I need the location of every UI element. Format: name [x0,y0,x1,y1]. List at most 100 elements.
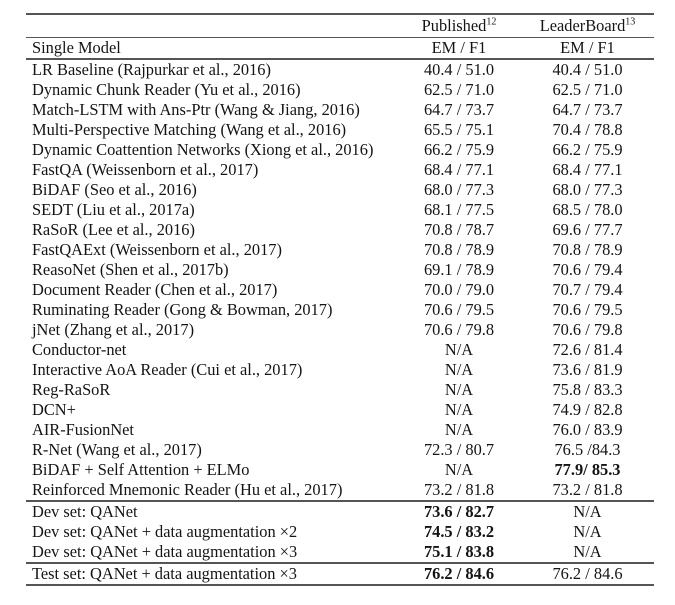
published-cell: 76.2 / 84.6 [423,563,495,583]
published-cell: N/A [444,459,474,479]
table-row: Dynamic Chunk Reader (Yu et al., 2016) 62… [26,80,654,100]
published-cell: 70.8 / 78.9 [423,239,495,259]
table-row: FastQA (Weissenborn et al., 2017) 68.4 / … [26,160,654,180]
leaderboard-cell: 70.8 / 78.9 [552,239,623,259]
table-row: Reg-RaSoR N/A 75.8 / 83.3 [26,380,654,400]
leaderboard-cell: 75.8 / 83.3 [552,379,623,399]
header-leaderboard: LeaderBoard13 [521,14,654,38]
published-cell: 72.3 / 80.7 [423,439,495,459]
published-cell: 68.1 / 77.5 [423,199,495,219]
published-cell: 73.2 / 81.8 [423,479,495,499]
published-cell: 68.0 / 77.3 [423,179,495,199]
table-row: Match-LSTM with Ans-Ptr (Wang & Jiang, 2… [26,100,654,120]
published-cell: 68.4 / 77.1 [423,159,495,179]
header-leaderboard-label: LeaderBoard [539,15,626,35]
header-source-row: Published12 LeaderBoard13 [26,14,654,38]
leaderboard-cell: 73.2 / 81.8 [552,479,623,499]
leaderboard-cell: 73.6 / 81.9 [552,359,623,379]
leaderboard-cell: 76.0 / 83.9 [552,419,623,439]
leaderboard-cell: 70.4 / 78.8 [552,119,623,139]
model-cell: Document Reader (Chen et al., 2017) [32,279,278,299]
table-row: Interactive AoA Reader (Cui et al., 2017… [26,360,654,380]
table-row: AIR-FusionNet N/A 76.0 / 83.9 [26,420,654,440]
model-cell: RaSoR (Lee et al., 2016) [32,219,195,239]
model-cell: Reg-RaSoR [32,379,111,399]
model-cell: Conductor-net [32,339,127,359]
table-body-test: Test set: QANet + data augmentation ×3 76… [26,563,654,585]
published-cell: N/A [444,359,474,379]
table-row: Reinforced Mnemonic Reader (Hu et al., 2… [26,480,654,501]
header-published: Published12 [397,14,521,38]
table-row: LR Baseline (Rajpurkar et al., 2016) 40.4… [26,59,654,80]
model-cell: Ruminating Reader (Gong & Bowman, 2017) [32,299,333,319]
table-row: Dev set: QANet + data augmentation ×3 75.… [26,542,654,563]
model-cell: LR Baseline (Rajpurkar et al., 2016) [32,59,271,79]
model-cell: jNet (Zhang et al., 2017) [32,319,195,339]
leaderboard-cell: 76.2 / 84.6 [552,563,623,583]
published-cell: 65.5 / 75.1 [423,119,495,139]
published-cell: 74.5 / 83.2 [423,521,495,541]
published-cell: N/A [444,379,474,399]
leaderboard-cell: 76.5 /84.3 [554,439,621,459]
model-cell: SEDT (Liu et al., 2017a) [32,199,195,219]
model-cell: Dev set: QANet + data augmentation ×3 [32,541,298,561]
table-row: RaSoR (Lee et al., 2016) 70.8 / 78.7 69.6 … [26,220,654,240]
leaderboard-cell: 69.6 / 77.7 [552,219,623,239]
model-cell: ReasoNet (Shen et al., 2017b) [32,259,229,279]
table-row: FastQAExt (Weissenborn et al., 2017) 70.8… [26,240,654,260]
table-row: BiDAF + Self Attention + ELMo N/A 77.9/ 85… [26,460,654,480]
published-footnote-superscript: 12 [486,16,497,28]
model-cell: Reinforced Mnemonic Reader (Hu et al., 2… [32,479,343,499]
leaderboard-cell: 74.9 / 82.8 [552,399,623,419]
leaderboard-cell: 72.6 / 81.4 [552,339,623,359]
published-cell: 64.7 / 73.7 [423,99,495,119]
header-metric-row: Single Model EM / F1 EM / F1 [26,37,654,60]
table-body-main: LR Baseline (Rajpurkar et al., 2016) 40.4… [26,59,654,501]
leaderboard-cell: N/A [573,541,602,561]
leaderboard-cell: 68.0 / 77.3 [552,179,623,199]
model-cell: Test set: QANet + data augmentation ×3 [32,563,297,583]
table-row: DCN+ N/A 74.9 / 82.8 [26,400,654,420]
table-row: Dev set: QANet + data augmentation ×2 74.… [26,522,654,542]
header-published-label: Published [421,15,487,35]
table-row: jNet (Zhang et al., 2017) 70.6 / 79.8 70.6… [26,320,654,340]
table-row: R-Net (Wang et al., 2017) 72.3 / 80.7 76.5… [26,440,654,460]
table-row: Dynamic Coattention Networks (Xiong et a… [26,140,654,160]
model-cell: Dynamic Coattention Networks (Xiong et a… [32,139,374,159]
leaderboard-cell: 77.9/ 85.3 [554,459,621,479]
model-cell: Dev set: QANet + data augmentation ×2 [32,521,298,541]
paper-table-page: Published12 LeaderBoard13 Single Model E… [0,13,675,605]
model-cell: Interactive AoA Reader (Cui et al., 2017… [32,359,303,379]
table-row: SEDT (Liu et al., 2017a) 68.1 / 77.5 68.5 … [26,200,654,220]
table-row: Ruminating Reader (Gong & Bowman, 2017) 7… [26,300,654,320]
published-cell: 66.2 / 75.9 [423,139,495,159]
table-body-dev: Dev set: QANet 73.6 / 82.7 N/A Dev set: QAN… [26,501,654,563]
model-cell: AIR-FusionNet [32,419,134,439]
published-cell: 70.8 / 78.7 [423,219,495,239]
leaderboard-footnote-superscript: 13 [625,16,636,28]
table-row: Dev set: QANet 73.6 / 82.7 N/A [26,501,654,522]
table-row: Conductor-net N/A 72.6 / 81.4 [26,340,654,360]
published-cell: 75.1 / 83.8 [423,541,495,561]
table-row: Multi-Perspective Matching (Wang et al.,… [26,120,654,140]
header-published-metric: EM / F1 [397,37,521,60]
published-cell: 62.5 / 71.0 [423,79,495,99]
leaderboard-cell: 66.2 / 75.9 [552,139,623,159]
leaderboard-cell: 64.7 / 73.7 [552,99,623,119]
model-cell: BiDAF + Self Attention + ELMo [32,459,250,479]
table-header: Published12 LeaderBoard13 Single Model E… [26,14,654,60]
leaderboard-cell: N/A [573,521,602,541]
leaderboard-cell: 70.6 / 79.8 [552,319,623,339]
model-cell: DCN+ [32,399,76,419]
published-cell: N/A [444,399,474,419]
model-cell: FastQA (Weissenborn et al., 2017) [32,159,259,179]
model-cell: BiDAF (Seo et al., 2016) [32,179,197,199]
leaderboard-cell: 70.6 / 79.4 [552,259,623,279]
published-cell: 40.4 / 51.0 [423,59,495,79]
published-cell: 69.1 / 78.9 [423,259,495,279]
model-cell: Multi-Perspective Matching (Wang et al.,… [32,119,347,139]
leaderboard-cell: 68.5 / 78.0 [552,199,623,219]
leaderboard-cell: N/A [573,501,602,521]
model-cell: Dynamic Chunk Reader (Yu et al., 2016) [32,79,301,99]
published-cell: 70.0 / 79.0 [423,279,495,299]
